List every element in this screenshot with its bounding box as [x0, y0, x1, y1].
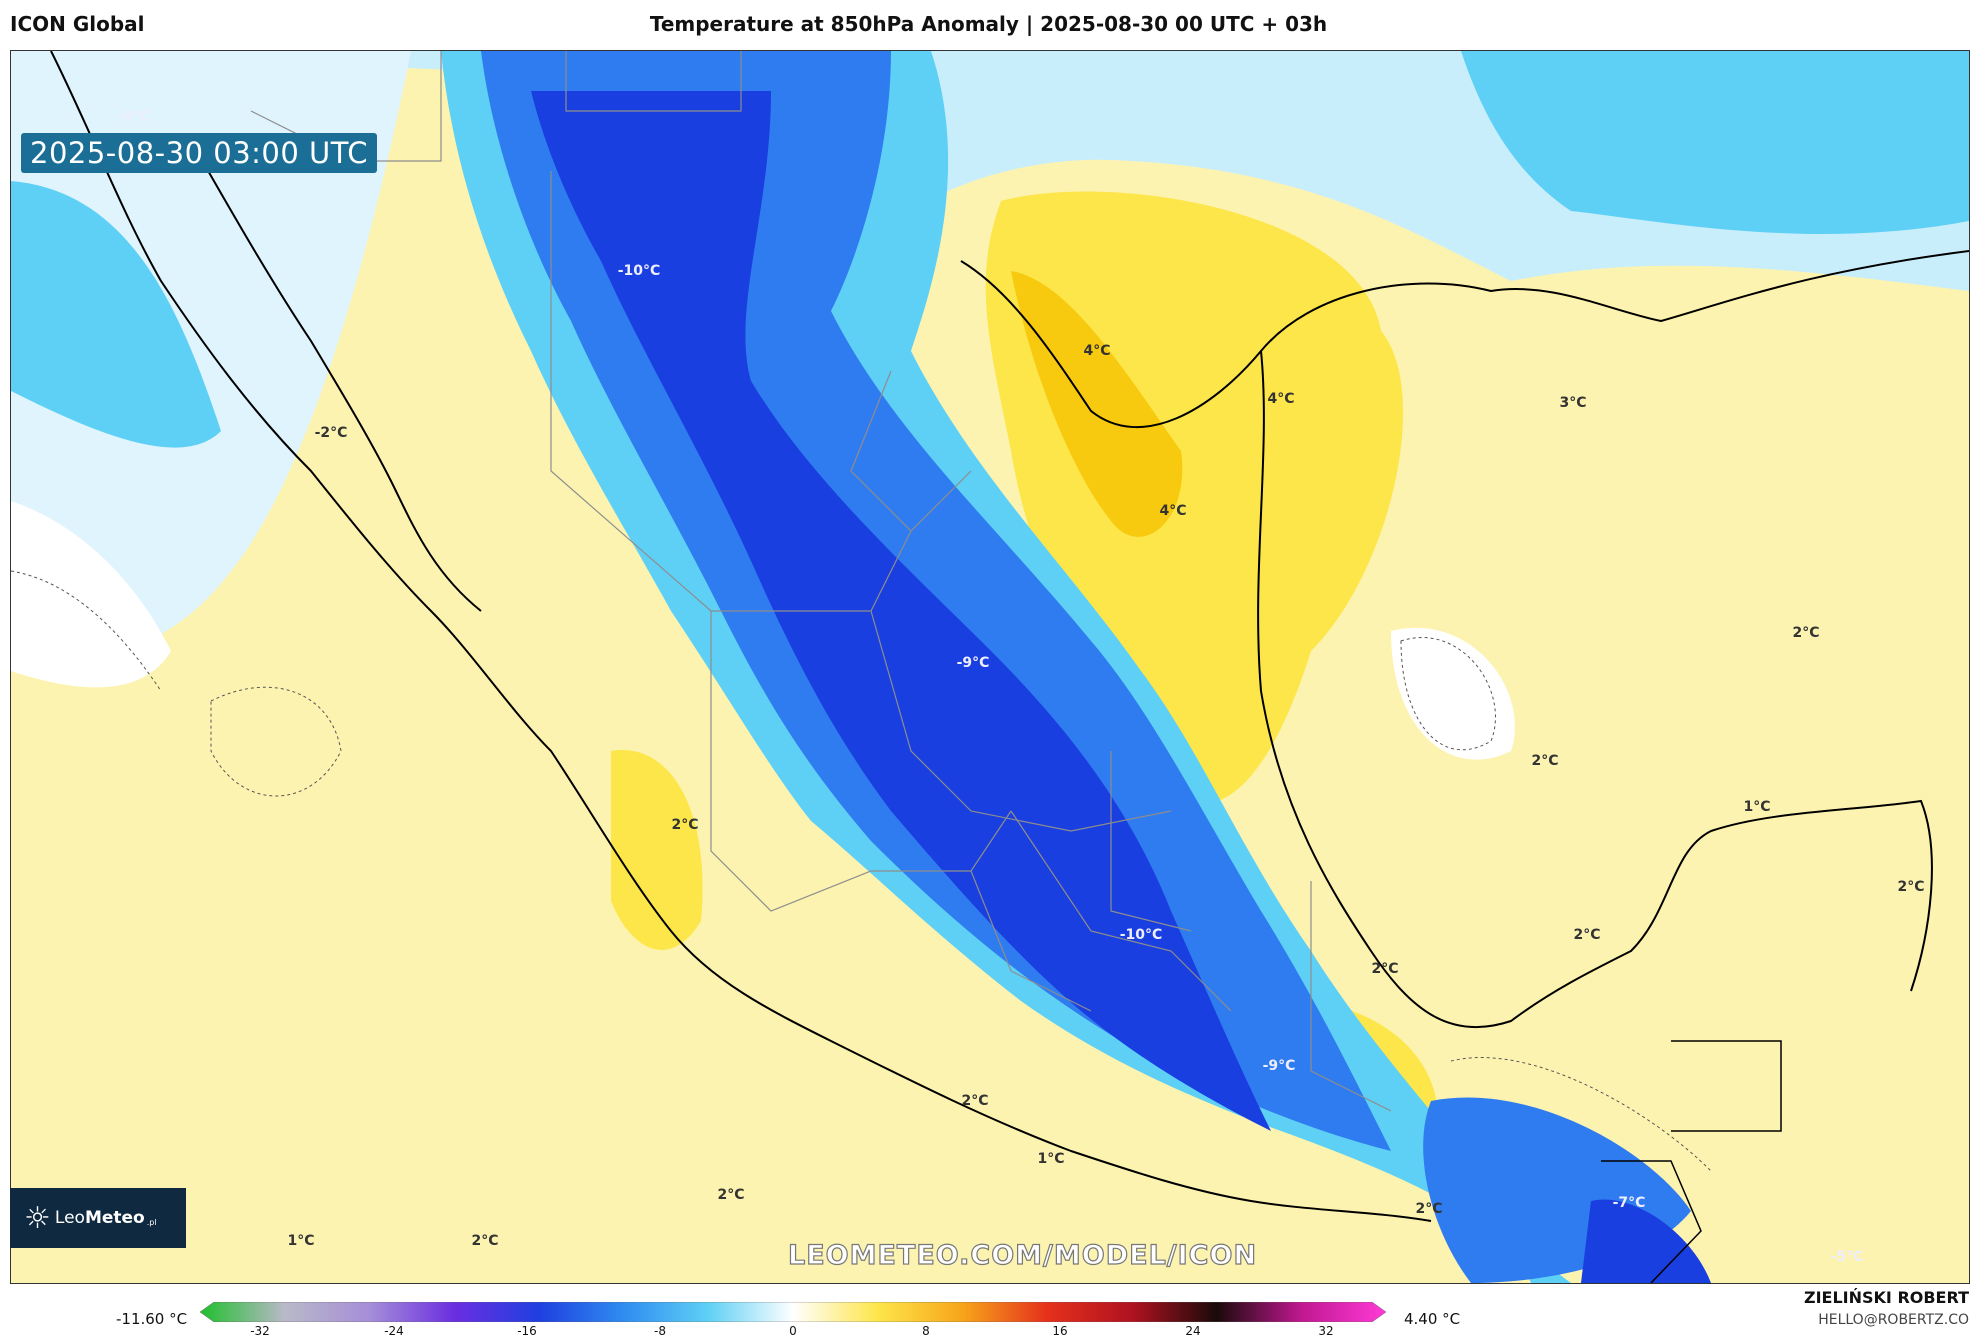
sun-icon: ☼	[24, 1200, 51, 1236]
colorbar: -11.60 °C 4.40 °C -32 -24 -16 -8 0 8 16 …	[0, 1284, 1977, 1338]
contour-label: 2°C	[1573, 927, 1601, 943]
light-blue-west-coast	[11, 181, 221, 448]
contour-label: 4°C	[1083, 343, 1111, 359]
contour-label: -10°C	[1119, 927, 1163, 943]
colorbar-min-label: -11.60 °C	[116, 1310, 188, 1328]
colorbar-tick: 32	[1318, 1324, 1334, 1338]
logo-brand-bold: Meteo	[84, 1208, 145, 1228]
guatemala-border	[1601, 1160, 1702, 1283]
white-zero-area	[11, 501, 171, 688]
gulf-coast-west-south	[1257, 350, 1933, 1029]
contour-label: 2°C	[717, 1187, 745, 1203]
author-credit: ZIELIŃSKI ROBERT	[1803, 1288, 1969, 1307]
contour-label: 1°C	[1743, 799, 1771, 815]
anomaly-field	[11, 51, 1969, 1283]
colorbar-tick: -24	[384, 1324, 404, 1338]
colorbar-max-label: 4.40 °C	[1404, 1310, 1461, 1328]
colorbar-tick: -16	[517, 1324, 537, 1338]
colorbar-tick: 24	[1185, 1324, 1201, 1338]
contour-label: -10°C	[617, 263, 661, 279]
contour-label: -9°C	[1262, 1058, 1296, 1074]
colorbar-tick: 16	[1052, 1324, 1068, 1338]
model-name: ICON Global	[10, 12, 145, 36]
contour-label: -2°C	[314, 425, 348, 441]
contour-label: 2°C	[471, 1233, 499, 1249]
source-watermark: LEOMETEO.COM/MODEL/ICON	[787, 1239, 1258, 1271]
pale-blue-north	[11, 51, 1969, 291]
colorbar-tick: 0	[789, 1324, 797, 1338]
contour-label: -9°C	[956, 655, 990, 671]
light-blue-northeast	[1461, 51, 1969, 234]
logo-brand-light: Leo	[54, 1208, 85, 1228]
logo-suffix: .pl	[146, 1217, 157, 1227]
white-zero-area-gulf	[1391, 627, 1515, 760]
deep-blue-core	[531, 91, 1271, 1131]
colorbar-tick: 8	[922, 1324, 930, 1338]
contour-label: 1°C	[1037, 1151, 1065, 1167]
yellow-anomaly-pacific	[611, 750, 703, 950]
belize-border	[1671, 1040, 1782, 1132]
contour-label: -7°C	[1612, 1195, 1646, 1211]
header: ICON Global Temperature at 850hPa Anomal…	[0, 0, 1977, 50]
pale-blue-west	[11, 51, 411, 659]
zero-contours	[11, 570, 1712, 1172]
contour-label: 3°C	[1559, 395, 1587, 411]
baja-california-coast	[190, 140, 482, 612]
contour-label: 2°C	[671, 817, 699, 833]
contour-label: 1°C	[287, 1233, 315, 1249]
contour-label: 2°C	[1415, 1201, 1443, 1217]
gulf-coast-north	[960, 250, 1969, 429]
valid-time-stamp: 2025-08-30 03:00 UTC	[21, 133, 378, 173]
contour-label: 2°C	[1897, 879, 1925, 895]
contour-label: -5°C	[1830, 1249, 1864, 1265]
contour-label: 4°C	[1267, 391, 1295, 407]
colorbar-tick: -32	[250, 1324, 270, 1338]
contour-label: 4°C	[1159, 503, 1187, 519]
deep-blue-central-america	[1581, 1199, 1711, 1283]
pacific-coastline	[50, 51, 1432, 1222]
leometeo-logo[interactable]: ☼ LeoMeteo .pl	[10, 1188, 186, 1248]
colorbar-gradient	[200, 1302, 1386, 1322]
contour-label: 2°C	[1792, 625, 1820, 641]
contour-label: 2°C	[961, 1093, 989, 1109]
orange-anomaly-texas	[1011, 271, 1183, 537]
contour-label: 2°C	[1371, 961, 1399, 977]
contour-label: 2°C	[1531, 753, 1559, 769]
map-title: Temperature at 850hPa Anomaly | 2025-08-…	[649, 12, 1328, 36]
map-panel[interactable]: 2025-08-30 03:00 UTC -9°C -10°C -2°C 4°C…	[10, 50, 1970, 1284]
contour-label: -9°C	[116, 109, 150, 125]
author-email[interactable]: HELLO@ROBERTZ.CO	[1818, 1312, 1969, 1328]
colorbar-tick: -8	[654, 1324, 666, 1338]
